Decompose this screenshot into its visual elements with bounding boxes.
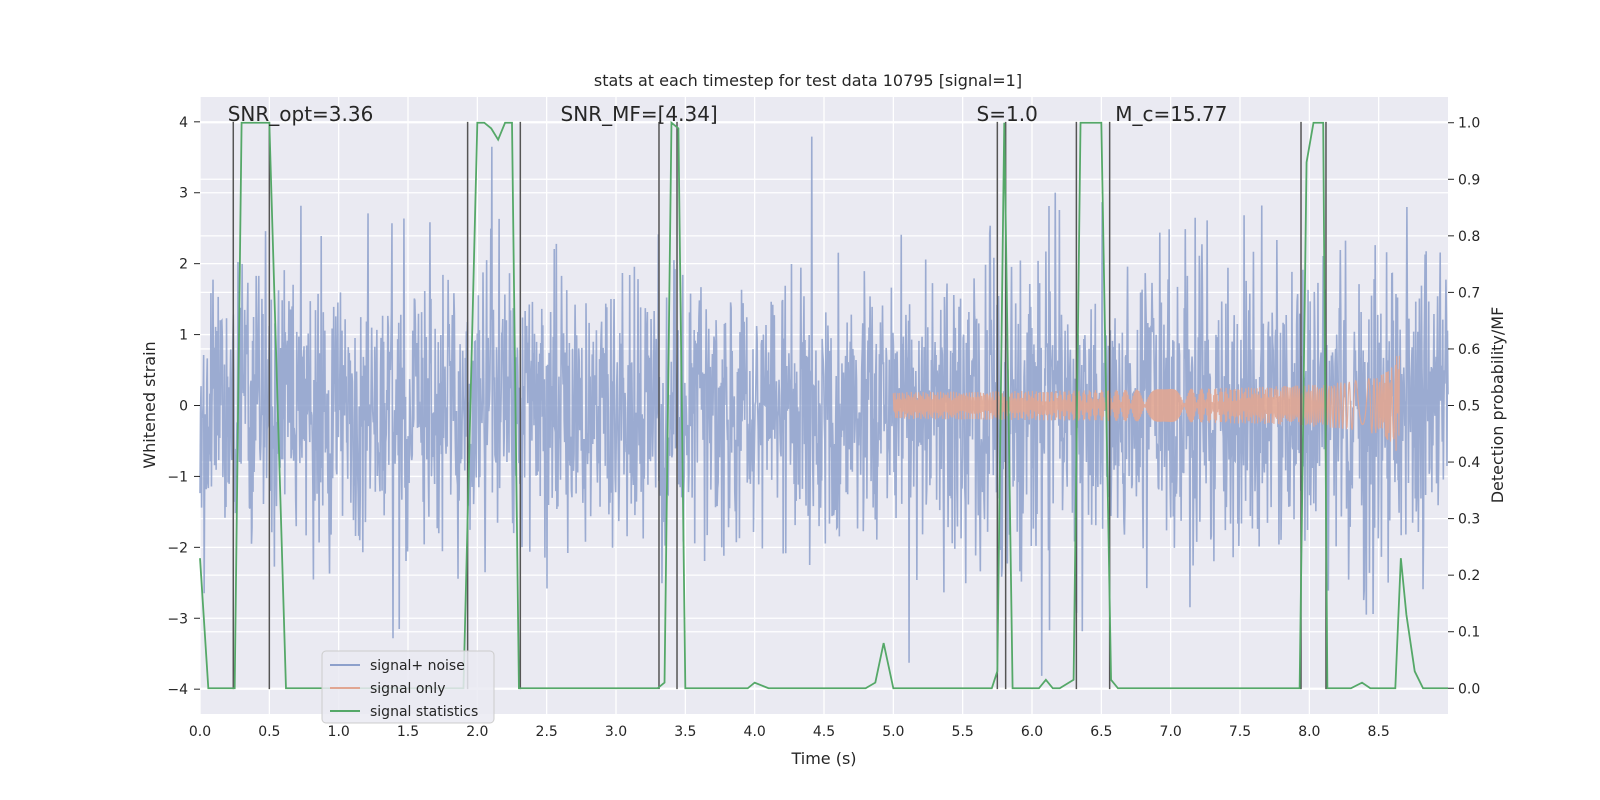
y-tick-label-left: −1 — [167, 469, 188, 485]
y-tick-label-left: 0 — [179, 399, 188, 415]
x-tick-label: 1.5 — [397, 724, 419, 740]
y-tick-label-right: 0.5 — [1458, 399, 1480, 415]
x-tick-label: 3.5 — [674, 724, 696, 740]
y-tick-label-left: 4 — [179, 115, 188, 131]
y-tick-label-right: 0.0 — [1458, 681, 1480, 697]
annotations: SNR_opt=3.36 SNR_MF=[4.34] S=1.0 M_c=15.77 — [228, 102, 1228, 126]
x-tick-label: 4.5 — [813, 724, 835, 740]
y-tick-label-right: 0.2 — [1458, 568, 1480, 584]
y-tick-label-right: 0.8 — [1458, 229, 1480, 245]
x-tick-label: 6.5 — [1090, 724, 1112, 740]
y-axis-right-ticks: 1.0 0.9 0.8 0.7 0.6 0.5 0.4 0.3 0.2 0.1 0.0 — [1448, 116, 1480, 697]
y-tick-label-right: 0.1 — [1458, 625, 1480, 641]
y-tick-label-right: 0.3 — [1458, 512, 1480, 528]
y-tick-label-left: 1 — [179, 328, 188, 344]
x-tick-label: 7.5 — [1229, 724, 1251, 740]
vertical-markers — [232, 121, 1327, 690]
x-tick-label: 3.0 — [605, 724, 627, 740]
annotation-4: M_c=15.77 — [1115, 102, 1227, 126]
annotation-1: SNR_opt=3.36 — [228, 102, 374, 126]
legend-entry: signal statistics — [370, 704, 478, 720]
x-axis-label: Time (s) — [790, 749, 856, 768]
x-tick-label: 5.0 — [882, 724, 904, 740]
x-tick-label: 4.0 — [744, 724, 766, 740]
x-tick-label: 8.0 — [1298, 724, 1320, 740]
y-tick-label-right: 0.7 — [1458, 285, 1480, 301]
y-axis-right-label: Detection probability/MF — [1488, 307, 1507, 504]
annotation-3: S=1.0 — [977, 102, 1038, 126]
legend: signal+ noise signal only signal statistic… — [321, 650, 495, 724]
chart-title: stats at each timestep for test data 107… — [594, 71, 1022, 90]
y-tick-label-right: 0.4 — [1458, 455, 1480, 471]
x-tick-label: 8.5 — [1368, 724, 1390, 740]
y-axis-left-ticks: 4 3 2 1 0 −1 −2 −3 −4 — [167, 115, 200, 698]
legend-entry: signal+ noise — [370, 658, 465, 674]
legend-box — [321, 650, 495, 724]
x-tick-label: 0.5 — [258, 724, 280, 740]
x-tick-label: 1.0 — [328, 724, 350, 740]
x-tick-label: 0.0 — [189, 724, 211, 740]
x-tick-label: 5.5 — [952, 724, 974, 740]
y-tick-label-right: 0.9 — [1458, 172, 1480, 188]
y-tick-label-right: 1.0 — [1458, 116, 1480, 132]
x-tick-label: 2.0 — [466, 724, 488, 740]
signal-statistics-line — [199, 120, 1448, 690]
y-tick-label-left: 2 — [179, 257, 188, 273]
signal-only-line — [892, 355, 1401, 451]
y-tick-label-left: −4 — [167, 682, 188, 698]
y-tick-label-left: 3 — [179, 186, 188, 202]
y-tick-label-left: −2 — [167, 540, 188, 556]
legend-entry: signal only — [370, 681, 445, 697]
x-axis-ticks: 0.0 0.5 1.0 1.5 2.0 2.5 3.0 3.5 4.0 4.5 5.0 5.5 6.0 6… — [189, 724, 1390, 740]
x-tick-label: 2.5 — [536, 724, 558, 740]
x-tick-label: 6.0 — [1021, 724, 1043, 740]
signal-plus-noise-series — [199, 136, 1449, 676]
signal-only-series — [892, 355, 1401, 451]
x-tick-label: 7.0 — [1160, 724, 1182, 740]
y-tick-label-left: −3 — [167, 611, 188, 627]
annotation-2: SNR_MF=[4.34] — [561, 102, 718, 126]
y-tick-label-right: 0.6 — [1458, 342, 1480, 358]
y-axis-left-label: Whitened strain — [140, 341, 159, 468]
signal-statistics-series — [199, 120, 1448, 690]
signal-plus-noise-line — [199, 136, 1449, 676]
